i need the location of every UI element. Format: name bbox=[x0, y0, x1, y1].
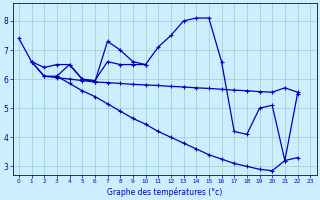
X-axis label: Graphe des températures (°c): Graphe des températures (°c) bbox=[107, 187, 222, 197]
